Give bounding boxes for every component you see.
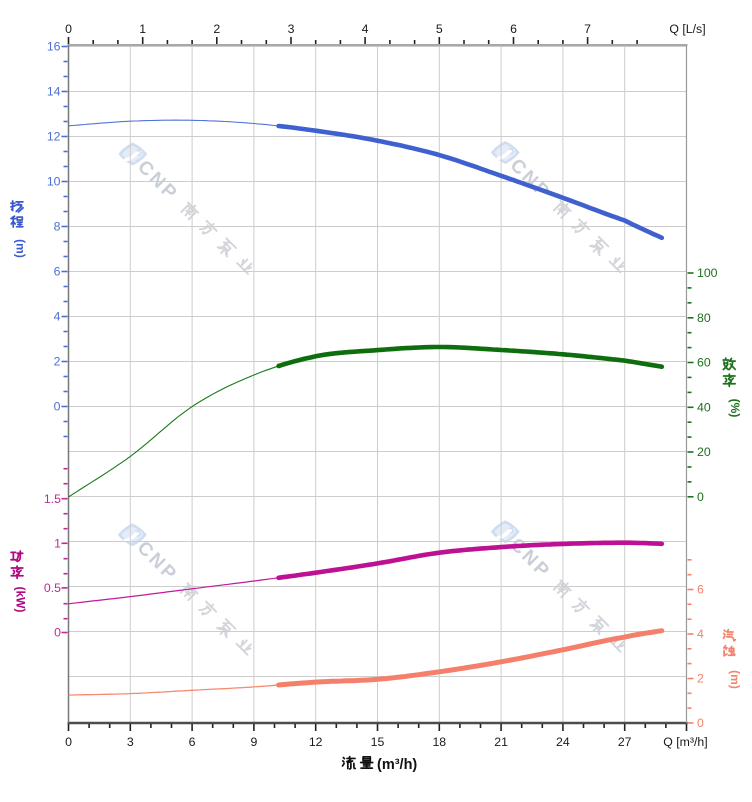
svg-text:24: 24 [556,735,570,749]
svg-text:27: 27 [618,735,632,749]
svg-text:3: 3 [127,735,134,749]
svg-text:0: 0 [697,490,704,504]
svg-text:16: 16 [47,40,61,54]
svg-text:2: 2 [697,672,704,686]
svg-text:5: 5 [436,22,443,36]
svg-text:(m): (m) [14,239,28,258]
svg-text:(m³/h): (m³/h) [377,757,417,773]
svg-text:10: 10 [47,175,61,189]
svg-text:9: 9 [250,735,257,749]
svg-text:7: 7 [584,22,591,36]
svg-text:15: 15 [371,735,385,749]
svg-text:14: 14 [47,85,61,99]
svg-text:Q [m³/h]: Q [m³/h] [663,735,707,749]
svg-text:12: 12 [309,735,323,749]
svg-text:6: 6 [54,265,61,279]
svg-text:0: 0 [65,22,72,36]
svg-text:(m): (m) [728,670,742,689]
svg-text:60: 60 [697,356,711,370]
svg-text:1.5: 1.5 [44,492,61,506]
svg-text:6: 6 [697,583,704,597]
svg-text:1: 1 [54,537,61,551]
svg-text:1: 1 [139,22,146,36]
svg-text:80: 80 [697,311,711,325]
svg-text:0: 0 [54,400,61,414]
svg-text:3: 3 [288,22,295,36]
svg-text:4: 4 [54,310,61,324]
svg-text:4: 4 [697,627,704,641]
svg-text:4: 4 [362,22,369,36]
svg-text:(kW): (kW) [14,587,28,613]
svg-text:6: 6 [510,22,517,36]
svg-text:40: 40 [697,401,711,415]
svg-text:Q [L/s]: Q [L/s] [669,22,705,36]
svg-text:8: 8 [54,220,61,234]
svg-text:0: 0 [54,626,61,640]
svg-text:(%): (%) [728,399,742,418]
svg-text:0.5: 0.5 [44,581,61,595]
svg-text:18: 18 [432,735,446,749]
svg-text:21: 21 [494,735,508,749]
svg-text:2: 2 [54,355,61,369]
svg-text:12: 12 [47,130,61,144]
svg-text:0: 0 [65,735,72,749]
svg-text:6: 6 [189,735,196,749]
svg-text:100: 100 [697,266,718,280]
svg-text:20: 20 [697,445,711,459]
svg-text:0: 0 [697,716,704,730]
svg-text:2: 2 [213,22,220,36]
